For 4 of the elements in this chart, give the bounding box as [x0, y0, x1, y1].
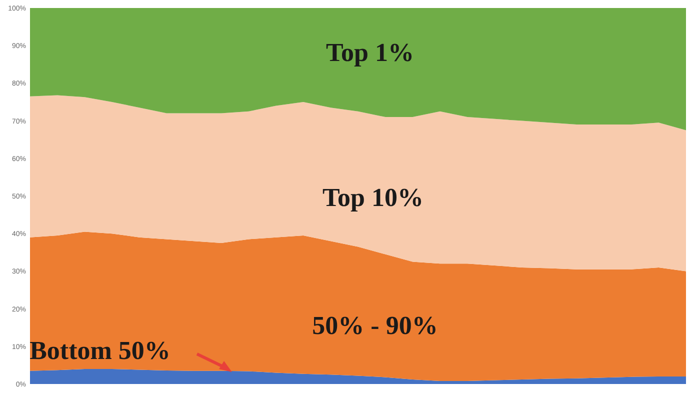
series-label: Bottom 50%: [30, 336, 170, 366]
series-label: Top 10%: [322, 183, 424, 212]
series-label: Top 1%: [326, 38, 414, 68]
series-label: 50% - 90%: [312, 311, 438, 340]
